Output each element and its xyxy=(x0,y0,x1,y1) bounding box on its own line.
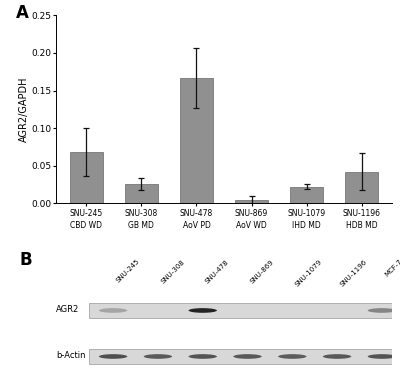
Text: SNU-1079: SNU-1079 xyxy=(288,209,326,218)
Ellipse shape xyxy=(144,354,172,359)
Text: SNU-245: SNU-245 xyxy=(70,209,103,218)
Y-axis label: AGR2/GAPDH: AGR2/GAPDH xyxy=(19,76,29,142)
Text: SNU-308: SNU-308 xyxy=(125,209,158,218)
Text: HDB MD: HDB MD xyxy=(346,221,378,230)
Bar xyxy=(89,303,400,318)
Ellipse shape xyxy=(99,354,127,359)
Text: GB MD: GB MD xyxy=(128,221,154,230)
Text: AoV PD: AoV PD xyxy=(182,221,210,230)
Text: SNU-245: SNU-245 xyxy=(115,258,140,284)
Text: B: B xyxy=(19,251,32,269)
Bar xyxy=(70,152,103,203)
Text: A: A xyxy=(16,4,28,22)
Bar xyxy=(180,78,213,203)
Ellipse shape xyxy=(323,354,351,359)
Ellipse shape xyxy=(368,308,396,313)
Text: SNU-478: SNU-478 xyxy=(180,209,213,218)
Text: AGR2: AGR2 xyxy=(56,305,79,314)
Ellipse shape xyxy=(278,354,306,359)
Text: b-Actin: b-Actin xyxy=(56,351,86,360)
Ellipse shape xyxy=(233,354,262,359)
Bar xyxy=(235,200,268,203)
Text: SNU-1079: SNU-1079 xyxy=(294,258,323,288)
Ellipse shape xyxy=(188,308,217,313)
Text: MCF-7: MCF-7 xyxy=(384,258,400,278)
Bar xyxy=(89,349,400,364)
Text: CBD WD: CBD WD xyxy=(70,221,102,230)
Text: SNU-1196: SNU-1196 xyxy=(339,258,368,288)
Text: IHD MD: IHD MD xyxy=(292,221,321,230)
Bar xyxy=(290,186,323,203)
Text: SNU-869: SNU-869 xyxy=(249,258,275,284)
Text: SNU-478: SNU-478 xyxy=(204,258,230,284)
Bar xyxy=(125,185,158,203)
Text: SNU-1196: SNU-1196 xyxy=(343,209,381,218)
Ellipse shape xyxy=(368,354,396,359)
Text: SNU-308: SNU-308 xyxy=(160,258,186,284)
Ellipse shape xyxy=(99,308,127,313)
Ellipse shape xyxy=(188,354,217,359)
Text: SNU-869: SNU-869 xyxy=(235,209,268,218)
Bar xyxy=(345,172,378,203)
Text: AoV WD: AoV WD xyxy=(236,221,267,230)
